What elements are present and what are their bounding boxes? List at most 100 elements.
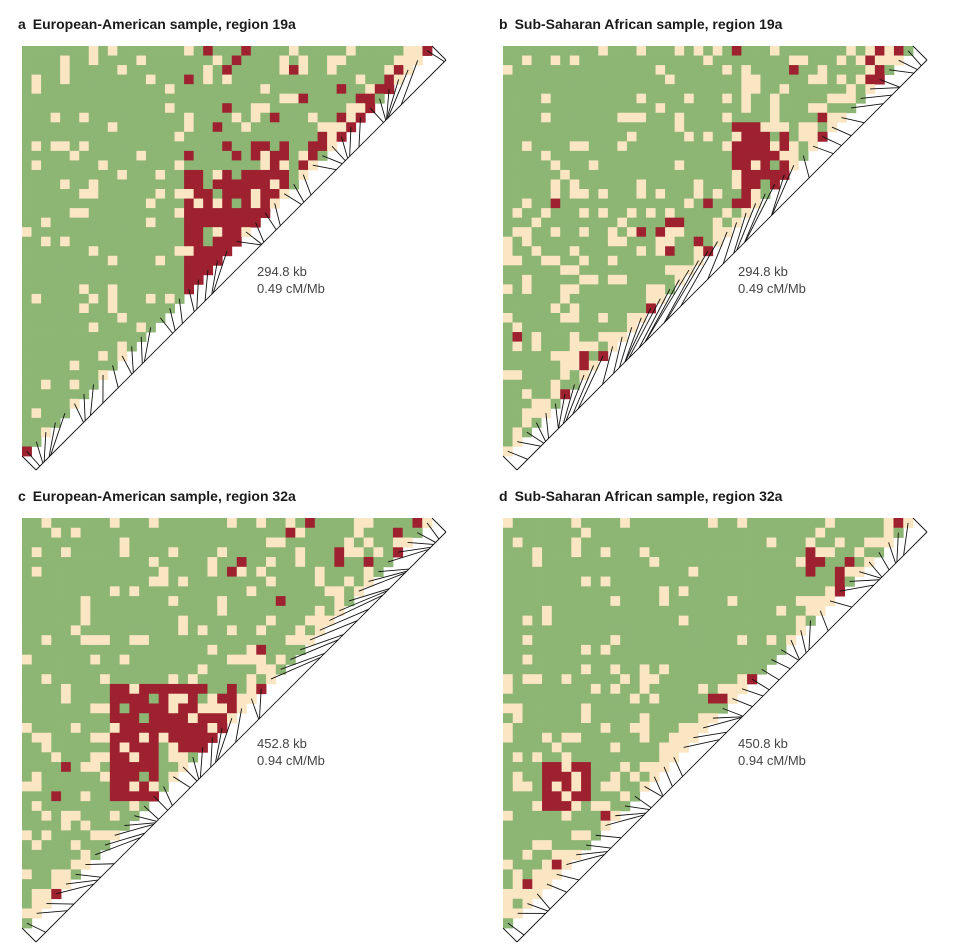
ld-cell bbox=[212, 141, 223, 152]
ld-cell bbox=[703, 93, 714, 104]
ld-cell bbox=[305, 537, 316, 548]
ld-cell bbox=[668, 713, 680, 724]
ld-cell bbox=[203, 141, 214, 152]
marker-link bbox=[577, 355, 604, 410]
ld-cell bbox=[598, 217, 609, 228]
ld-cell bbox=[109, 615, 121, 626]
ld-cell bbox=[688, 713, 699, 724]
ld-cell bbox=[560, 46, 571, 56]
panel-letter: b bbox=[499, 16, 508, 32]
ld-cell bbox=[503, 303, 513, 314]
ld-cell bbox=[522, 810, 533, 822]
ld-cell bbox=[79, 65, 90, 75]
ld-cell bbox=[100, 771, 111, 782]
ld-cell bbox=[561, 742, 572, 753]
ld-cell bbox=[698, 654, 709, 665]
ld-cell bbox=[588, 255, 599, 266]
ld-cell bbox=[703, 46, 714, 56]
ld-cell bbox=[639, 742, 650, 753]
ld-cell bbox=[203, 46, 214, 56]
ld-cell bbox=[69, 74, 80, 85]
ld-cell bbox=[789, 122, 799, 133]
ld-cell bbox=[688, 576, 699, 587]
ld-cell bbox=[512, 74, 523, 85]
ld-cell bbox=[588, 341, 599, 352]
ld-cell bbox=[620, 605, 631, 617]
ld-cell bbox=[688, 586, 699, 597]
ld-cell bbox=[109, 771, 121, 782]
ld-cell bbox=[590, 654, 602, 665]
ld-cell bbox=[79, 55, 90, 66]
ld-cell bbox=[70, 654, 81, 665]
ld-cell bbox=[314, 537, 326, 548]
ld-cell bbox=[158, 713, 169, 724]
ld-cell bbox=[256, 537, 267, 548]
ld-cell bbox=[41, 801, 52, 812]
ld-cell bbox=[737, 596, 748, 607]
ld-cell bbox=[512, 398, 523, 409]
ld-cell bbox=[688, 703, 699, 714]
marker-link bbox=[245, 231, 263, 245]
ld-cell bbox=[522, 93, 532, 104]
ld-cell bbox=[844, 537, 855, 548]
ld-cell bbox=[70, 518, 81, 529]
ld-cell bbox=[522, 518, 533, 529]
marker-link bbox=[319, 608, 369, 631]
ld-cell bbox=[60, 312, 71, 323]
ld-cell bbox=[60, 112, 71, 123]
ld-cell bbox=[98, 265, 109, 276]
ld-cell bbox=[688, 537, 699, 548]
ld-cell bbox=[31, 635, 42, 646]
ld-cell bbox=[769, 131, 780, 142]
ld-cell bbox=[236, 683, 247, 695]
ld-cell bbox=[373, 547, 384, 558]
ld-cell bbox=[60, 84, 71, 95]
ld-cell bbox=[532, 781, 543, 792]
ld-cell bbox=[88, 332, 99, 342]
marker-link bbox=[95, 837, 141, 856]
ld-cell bbox=[41, 312, 51, 323]
ld-cell bbox=[41, 547, 52, 558]
ld-cell bbox=[61, 693, 72, 704]
ld-cell bbox=[659, 752, 670, 763]
ld-cell bbox=[51, 654, 62, 665]
ld-cell bbox=[668, 723, 680, 734]
ld-cell bbox=[126, 236, 137, 247]
ld-cell bbox=[31, 888, 42, 900]
ld-cell bbox=[756, 547, 767, 558]
ld-cell bbox=[722, 65, 733, 75]
ld-cell bbox=[571, 732, 582, 743]
ld-cell bbox=[717, 576, 728, 587]
ld-cell bbox=[600, 752, 611, 763]
ld-cell bbox=[60, 255, 71, 266]
ld-cell bbox=[60, 370, 71, 381]
ld-cell bbox=[98, 227, 109, 238]
ld-cell bbox=[678, 537, 689, 548]
ld-cell bbox=[90, 576, 101, 587]
ld-cell bbox=[22, 557, 33, 568]
ld-cell bbox=[139, 723, 150, 734]
ld-cell bbox=[522, 141, 532, 152]
ld-cell bbox=[51, 713, 62, 724]
ld-cell bbox=[155, 141, 166, 152]
ld-cell bbox=[503, 322, 513, 333]
ld-cell bbox=[551, 625, 562, 636]
ld-cell bbox=[560, 227, 571, 238]
ld-cell bbox=[41, 576, 52, 587]
ld-cell bbox=[31, 713, 42, 724]
ld-cell bbox=[193, 55, 204, 66]
marker-link bbox=[250, 698, 260, 720]
ld-cell bbox=[512, 693, 523, 704]
marker-link bbox=[121, 355, 133, 375]
ld-cell bbox=[684, 55, 695, 66]
marker-link bbox=[771, 174, 785, 216]
ld-cell bbox=[688, 644, 699, 656]
ld-cell bbox=[560, 332, 571, 342]
ld-cell bbox=[712, 227, 723, 238]
ld-cell bbox=[531, 379, 542, 390]
ld-cell bbox=[203, 103, 214, 114]
ld-cell bbox=[805, 557, 816, 568]
ld-cell bbox=[639, 527, 650, 538]
ld-cell bbox=[117, 131, 128, 142]
ld-cell bbox=[786, 547, 797, 558]
